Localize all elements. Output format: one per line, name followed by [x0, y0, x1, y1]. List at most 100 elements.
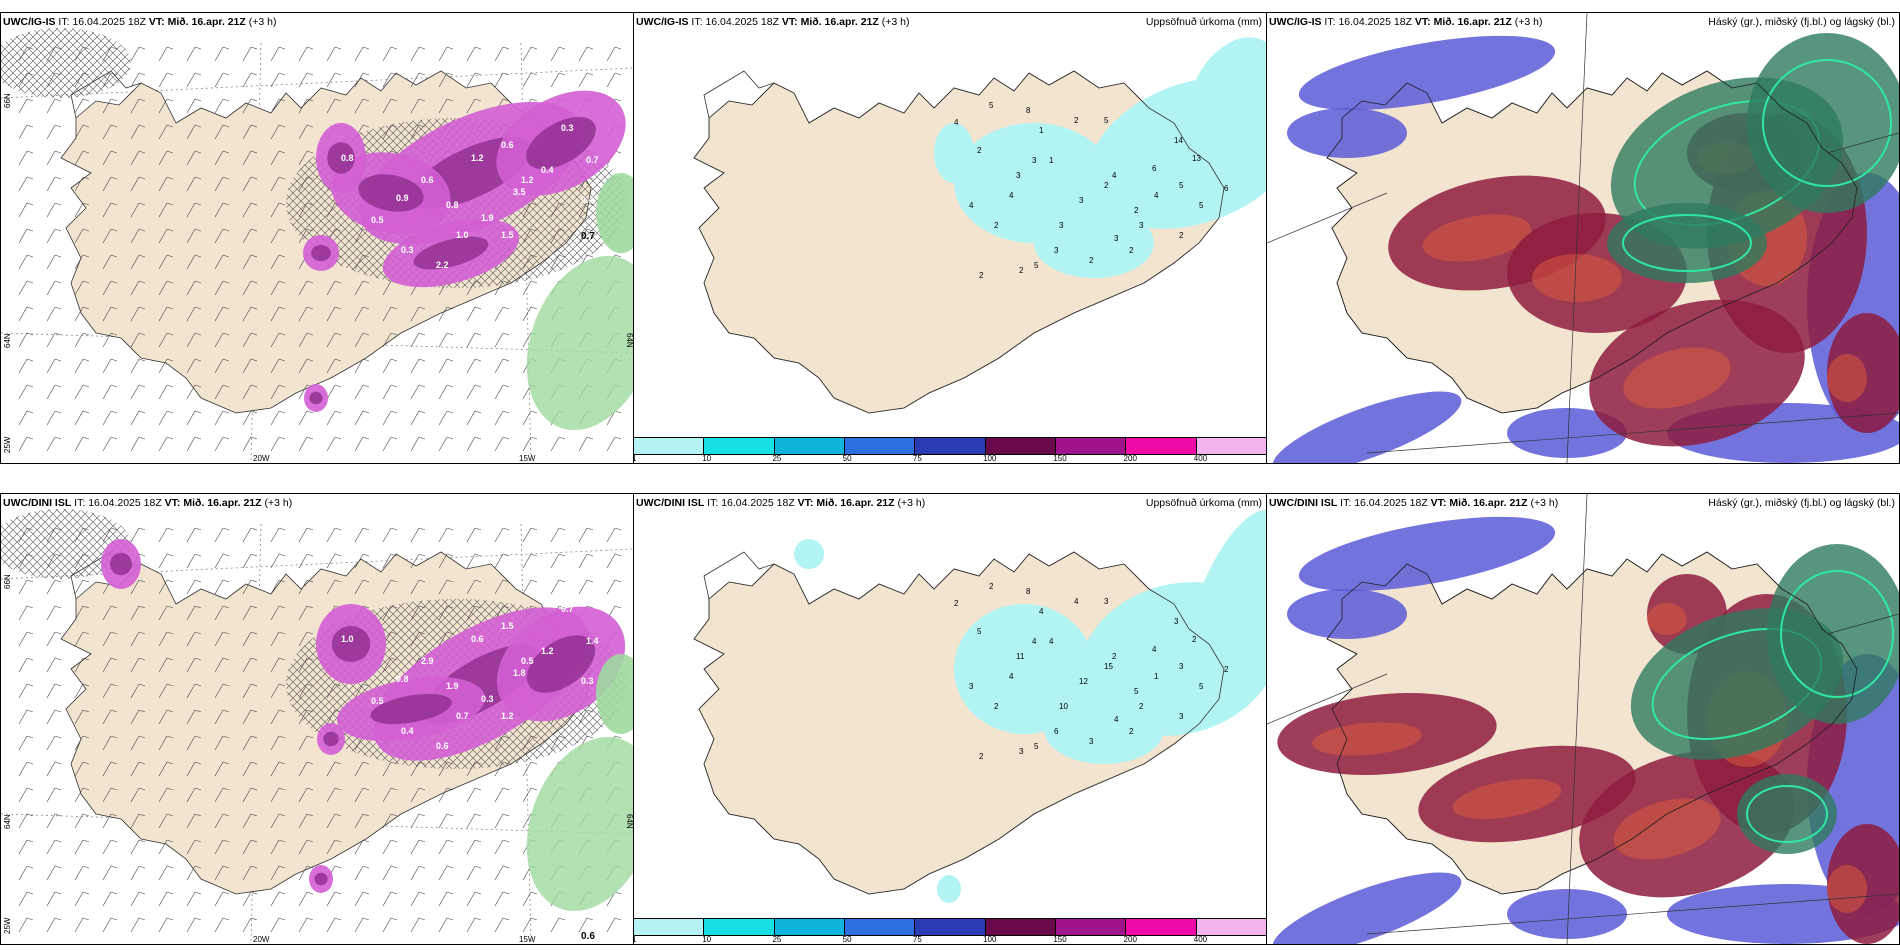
- it-value: 16.04.2025 18Z: [72, 16, 146, 28]
- wind-barb: [606, 436, 622, 452]
- colorbar-tick: 100: [983, 454, 997, 463]
- lat-label: 66N: [3, 574, 12, 589]
- wind-barb: [158, 124, 174, 140]
- wind-barb: [242, 228, 258, 244]
- wind-barb: [214, 332, 230, 348]
- accum-value: 4: [1049, 637, 1054, 646]
- wind-barb: [550, 46, 566, 62]
- wind-barb: [74, 865, 90, 881]
- wind-barb: [46, 787, 62, 803]
- panel-model: UWC/DINI ISL: [1269, 497, 1338, 509]
- wind-barb: [158, 72, 174, 88]
- wind-barb: [522, 436, 538, 452]
- colorbar-tick: 400: [1193, 935, 1208, 944]
- wind-barb: [326, 358, 342, 374]
- mid-cloud-light: [1647, 603, 1687, 635]
- wind-barb: [438, 553, 454, 569]
- wind-barb: [382, 98, 398, 114]
- wind-barb: [522, 579, 538, 595]
- high-cloud: [1737, 774, 1837, 854]
- wind-barb: [214, 280, 230, 296]
- wind-barb: [18, 813, 34, 829]
- wind-barb: [410, 917, 426, 933]
- high-cloud: [1747, 33, 1899, 213]
- wind-barb: [74, 657, 90, 673]
- wind-barb: [550, 72, 566, 88]
- accum-area: [1188, 37, 1266, 149]
- accum-value: 3: [1114, 234, 1119, 243]
- panel-header: UWC/DINI ISL IT: 16.04.2025 18Z VT: Mið.…: [3, 496, 629, 510]
- wind-barb: [270, 709, 286, 725]
- wind-barb: [494, 553, 510, 569]
- wind-barb: [74, 254, 90, 270]
- wind-barb: [382, 306, 398, 322]
- precip-value: 0.5: [371, 215, 384, 225]
- wind-barb: [102, 280, 118, 296]
- wind-barb: [18, 410, 34, 426]
- wind-barb: [46, 150, 62, 166]
- wind-barb: [326, 527, 342, 543]
- wind-barb: [438, 917, 454, 933]
- precip-value: 0.6: [436, 741, 449, 751]
- wind-barb: [18, 683, 34, 699]
- wind-barb: [298, 839, 314, 855]
- accum-value: 5: [1134, 687, 1139, 696]
- wind-barb: [270, 683, 286, 699]
- wind-barb: [74, 176, 90, 192]
- accum-value: 3: [1054, 246, 1059, 255]
- wind-barb: [522, 46, 538, 62]
- wind-barb: [130, 306, 146, 322]
- wind-barb: [214, 917, 230, 933]
- wind-barb: [382, 579, 398, 595]
- wind-barb: [102, 228, 118, 244]
- wind-barb: [242, 410, 258, 426]
- domain-boundary: [1366, 412, 1899, 454]
- wind-barb: [130, 709, 146, 725]
- wind-barb: [130, 46, 146, 62]
- wind-barb: [158, 631, 174, 647]
- wind-barb: [410, 72, 426, 88]
- wind-barb: [242, 306, 258, 322]
- lead-time: (+3 h): [1530, 497, 1559, 509]
- wind-barb: [410, 839, 426, 855]
- wind-barb: [130, 631, 146, 647]
- wind-barb: [74, 813, 90, 829]
- accum-value: 2: [994, 702, 999, 711]
- precip-value: 1.4: [586, 636, 599, 646]
- coastline: [1326, 70, 1858, 414]
- wind-barb: [102, 176, 118, 192]
- wind-barb: [186, 150, 202, 166]
- accum-value: 2: [1224, 665, 1229, 674]
- lat-label: 64N: [625, 333, 633, 348]
- wind-barb: [130, 436, 146, 452]
- wind-barb: [158, 306, 174, 322]
- precip-map: 0.3 0.6 0.4 1.2 3.5 1.9 1.2 0.8 0.6 0.9 0.5 0.8 1.0 0…: [1, 28, 633, 463]
- wind-barb: [158, 176, 174, 192]
- wind-barb: [18, 839, 34, 855]
- wind-barb: [494, 436, 510, 452]
- wind-barb: [158, 813, 174, 829]
- precip-value: 0.6: [471, 634, 484, 644]
- wind-barb: [214, 527, 230, 543]
- mid-cloud-light: [1532, 254, 1622, 302]
- wind-barb: [242, 631, 258, 647]
- wind-barb: [46, 579, 62, 595]
- wind-barb: [522, 280, 538, 296]
- wind-barb: [578, 579, 594, 595]
- precip-value: 1.0: [456, 230, 469, 240]
- wind-barb: [522, 787, 538, 803]
- wind-barb: [326, 787, 342, 803]
- wind-barb: [46, 254, 62, 270]
- wind-barb: [186, 202, 202, 218]
- wind-barb: [494, 527, 510, 543]
- wind-barb: [158, 46, 174, 62]
- wind-barb: [382, 72, 398, 88]
- wind-barb: [242, 202, 258, 218]
- wind-barb: [242, 657, 258, 673]
- vt-value: Mið. 16.apr. 21Z: [167, 16, 246, 28]
- wind-barb: [354, 306, 370, 322]
- wind-barb: [298, 891, 314, 907]
- wind-barb: [382, 358, 398, 374]
- wind-barb: [298, 98, 314, 114]
- colorbar-tick: 75: [912, 935, 922, 944]
